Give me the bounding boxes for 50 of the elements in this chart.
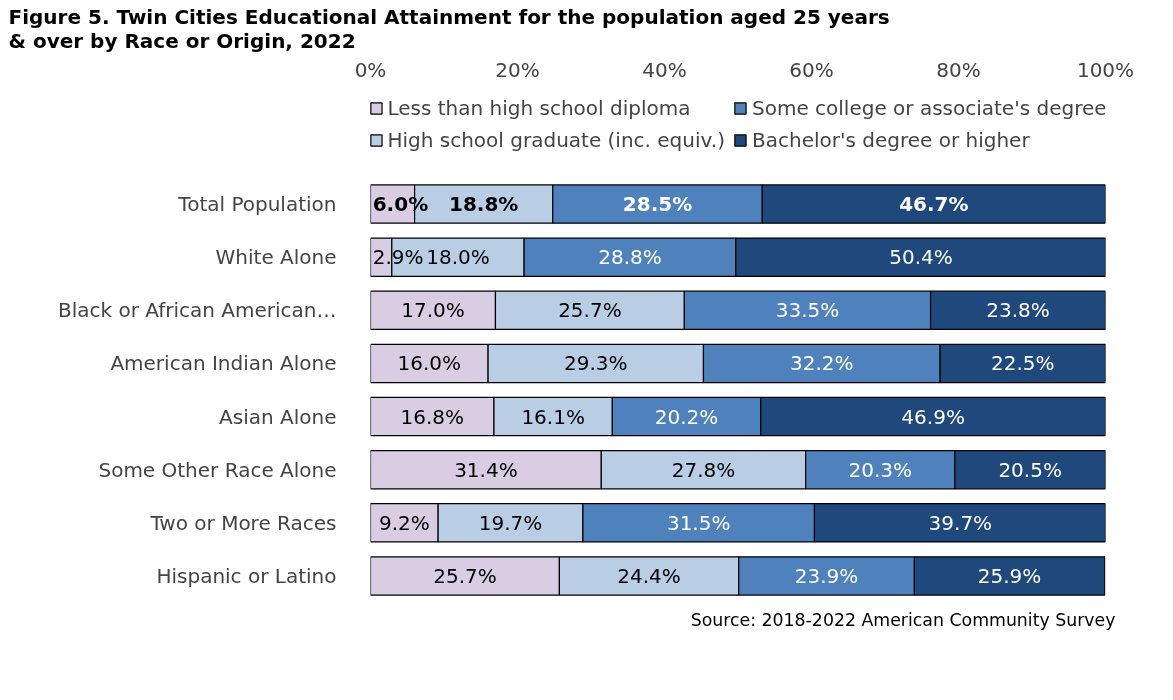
data-label: 20.2% <box>654 404 719 429</box>
y-tick-label: American Indian Alone <box>110 351 337 376</box>
legend-label: Less than high school diploma <box>387 96 691 120</box>
data-label: 29.3% <box>564 351 628 376</box>
x-tick-label: 100% <box>1076 57 1135 82</box>
x-tick-label: 60% <box>789 57 834 82</box>
data-label: 32.2% <box>790 351 854 376</box>
legend-label: Bachelor's degree or higher <box>751 128 1030 152</box>
data-label: 20.5% <box>998 457 1062 482</box>
x-tick-label: 20% <box>495 57 540 82</box>
data-label: 17.0% <box>401 298 465 323</box>
data-label: 27.8% <box>671 457 736 482</box>
x-tick-label: 0% <box>354 57 387 82</box>
data-label: 46.7% <box>899 192 969 217</box>
y-tick-label: Some Other Race Alone <box>98 457 337 482</box>
y-tick-label: Black or African American… <box>57 298 337 323</box>
data-label: 25.9% <box>977 563 1042 588</box>
y-tick-label: White Alone <box>215 245 337 270</box>
data-label: 23.9% <box>794 563 859 588</box>
data-label: 33.5% <box>775 298 840 323</box>
data-label: 16.8% <box>400 404 465 429</box>
data-label: 9.2% <box>378 510 430 535</box>
data-label: 16.0% <box>397 351 462 376</box>
data-label: 28.5% <box>622 192 693 217</box>
data-label: 18.0% <box>426 245 490 270</box>
data-label: 20.3% <box>848 457 912 482</box>
data-label: 31.5% <box>666 510 731 535</box>
data-label: 25.7% <box>558 298 622 323</box>
legend-label: Some college or associate's degree <box>751 96 1106 120</box>
x-tick-label: 80% <box>936 57 981 82</box>
y-tick-label: Two or More Races <box>149 510 337 535</box>
data-label: 24.4% <box>617 563 681 588</box>
data-label: 23.8% <box>986 298 1050 323</box>
source-note: Source: 2018-2022 American Community Survey <box>690 609 1116 630</box>
data-label: 28.8% <box>598 245 662 270</box>
data-label: 46.9% <box>901 404 965 429</box>
data-label: 18.8% <box>449 192 519 217</box>
data-label: 31.4% <box>454 457 518 482</box>
chart-title: Figure 5. Twin Cities Educational Attainment for the population aged 25 years & over by Race or Origin, 2022 <box>8 4 890 53</box>
data-label: 25.7% <box>433 563 497 588</box>
y-tick-label: Total Population <box>177 192 337 217</box>
y-tick-label: Hispanic or Latino <box>156 563 337 588</box>
y-tick-label: Asian Alone <box>219 404 337 429</box>
x-tick-label: 40% <box>642 57 687 82</box>
legend-label: High school graduate (inc. equiv.) <box>387 128 725 152</box>
data-label: 19.7% <box>478 510 543 535</box>
data-label: 50.4% <box>889 245 953 270</box>
data-label: 39.7% <box>928 510 993 535</box>
data-label: 16.1% <box>521 404 585 429</box>
data-label: 22.5% <box>991 351 1055 376</box>
